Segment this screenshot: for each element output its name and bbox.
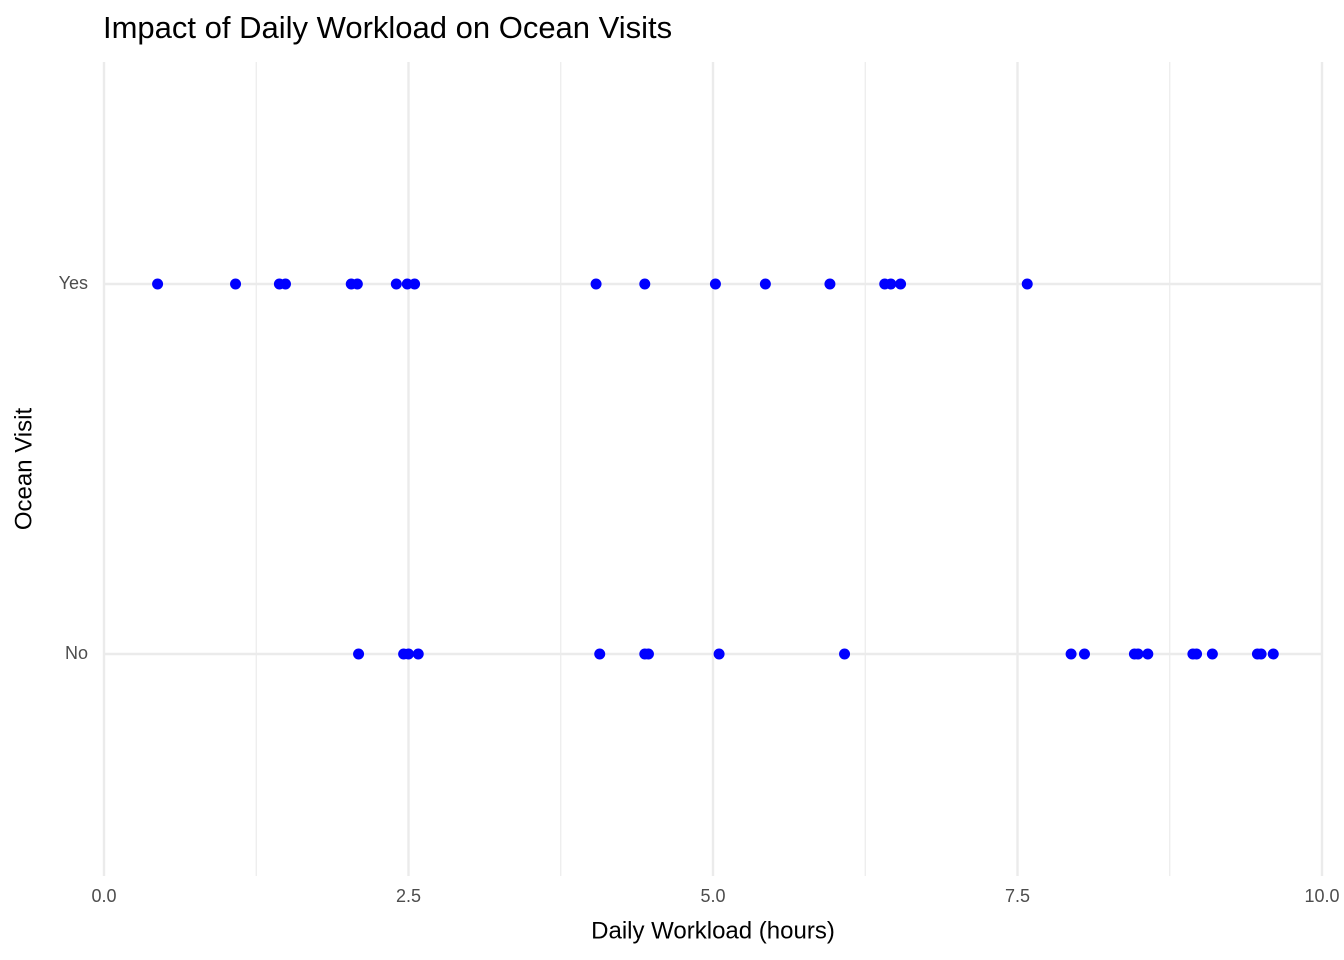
point bbox=[230, 278, 242, 290]
x-tick-label: 10.0 bbox=[1304, 886, 1339, 906]
point bbox=[412, 648, 424, 660]
point bbox=[839, 648, 851, 660]
point bbox=[639, 278, 651, 290]
x-tick-label: 5.0 bbox=[700, 886, 725, 906]
grid bbox=[102, 62, 1324, 876]
point bbox=[1255, 648, 1267, 660]
x-axis-title: Daily Workload (hours) bbox=[591, 917, 835, 944]
y-tick-label: Yes bbox=[59, 273, 88, 293]
point bbox=[1132, 648, 1144, 660]
point bbox=[759, 278, 771, 290]
point bbox=[895, 278, 907, 290]
points bbox=[152, 278, 1279, 660]
point bbox=[713, 648, 725, 660]
chart-title: Impact of Daily Workload on Ocean Visits bbox=[103, 10, 672, 45]
point bbox=[709, 278, 721, 290]
point bbox=[1142, 648, 1154, 660]
point bbox=[1267, 648, 1279, 660]
point bbox=[1206, 648, 1218, 660]
point bbox=[594, 648, 606, 660]
point bbox=[1191, 648, 1203, 660]
point bbox=[885, 278, 897, 290]
point bbox=[351, 278, 363, 290]
x-tick-label: 7.5 bbox=[1005, 886, 1030, 906]
point bbox=[390, 278, 402, 290]
point bbox=[1021, 278, 1033, 290]
point bbox=[152, 278, 164, 290]
x-tick-label: 2.5 bbox=[396, 886, 421, 906]
point bbox=[824, 278, 836, 290]
point bbox=[279, 278, 291, 290]
point bbox=[403, 648, 414, 660]
point bbox=[1065, 648, 1077, 660]
y-tick-label: No bbox=[65, 643, 88, 663]
y-axis-title: Ocean Visit bbox=[10, 408, 37, 531]
point bbox=[1078, 648, 1090, 660]
point bbox=[353, 648, 365, 660]
x-tick-label: 0.0 bbox=[91, 886, 116, 906]
point bbox=[642, 648, 654, 660]
point bbox=[590, 278, 602, 290]
point bbox=[409, 278, 421, 290]
